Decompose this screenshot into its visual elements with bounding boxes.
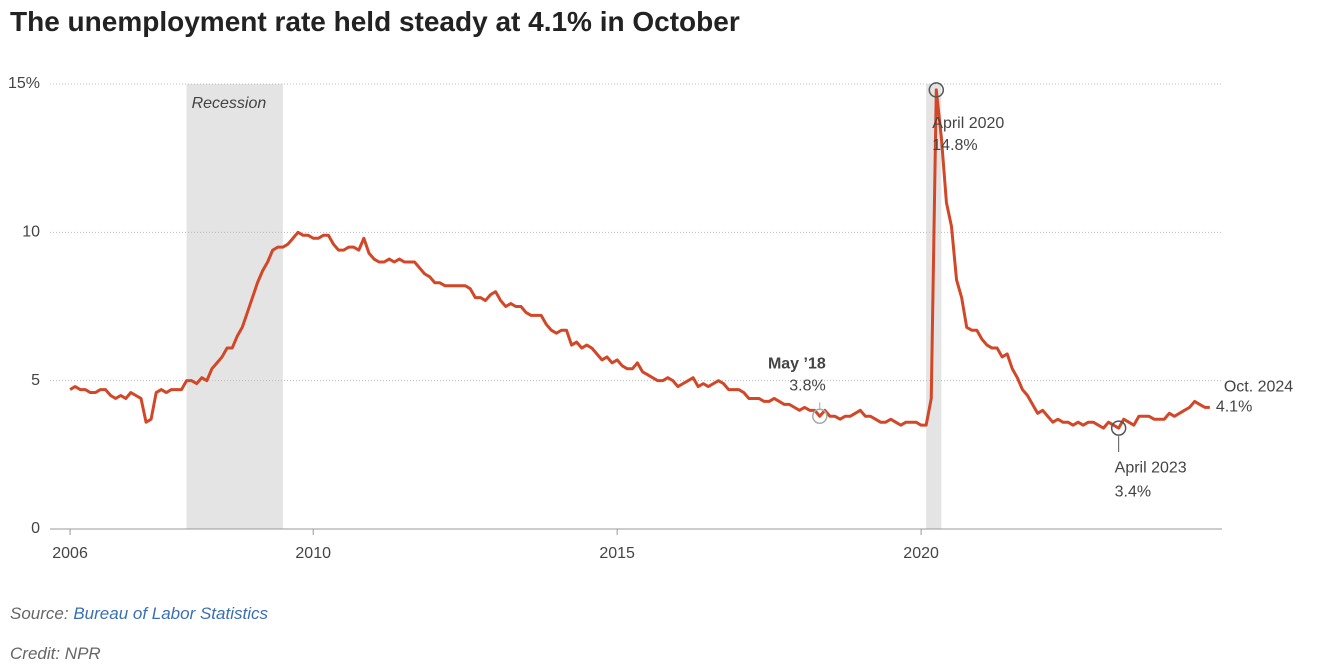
credit: Credit: NPR — [10, 644, 101, 663]
chart-title: The unemployment rate held steady at 4.1… — [10, 6, 740, 37]
recession-label: Recession — [192, 95, 267, 112]
annotation-value: 3.4% — [1115, 483, 1151, 500]
recession-band — [186, 84, 283, 529]
annotation-label: Oct. 2024 — [1224, 379, 1293, 396]
series-line — [69, 88, 1210, 430]
annotation-value: 4.1% — [1216, 399, 1252, 416]
source-label: Source: — [10, 604, 69, 623]
annotation-label: April 2020 — [932, 115, 1004, 132]
annotation-value: 14.8% — [932, 137, 977, 154]
annotation-value: 3.8% — [789, 377, 825, 394]
x-tick-label: 2020 — [903, 545, 939, 562]
source-link[interactable]: Bureau of Labor Statistics — [73, 604, 268, 623]
y-tick-label: 5 — [31, 372, 40, 389]
y-tick-label: 10 — [22, 224, 40, 241]
x-tick-label: 2010 — [295, 545, 331, 562]
annotation-marker — [1110, 420, 1127, 436]
annotation-label: April 2023 — [1115, 459, 1187, 476]
y-tick-label: 0 — [31, 520, 40, 537]
annotation-marker — [928, 82, 945, 98]
source-line: Source: Bureau of Labor Statistics — [10, 604, 268, 624]
x-tick-label: 2006 — [52, 545, 88, 562]
x-tick-label: 2015 — [599, 545, 635, 562]
annotation-label: May ’18 — [768, 355, 826, 372]
y-tick-label: 15% — [8, 75, 40, 92]
